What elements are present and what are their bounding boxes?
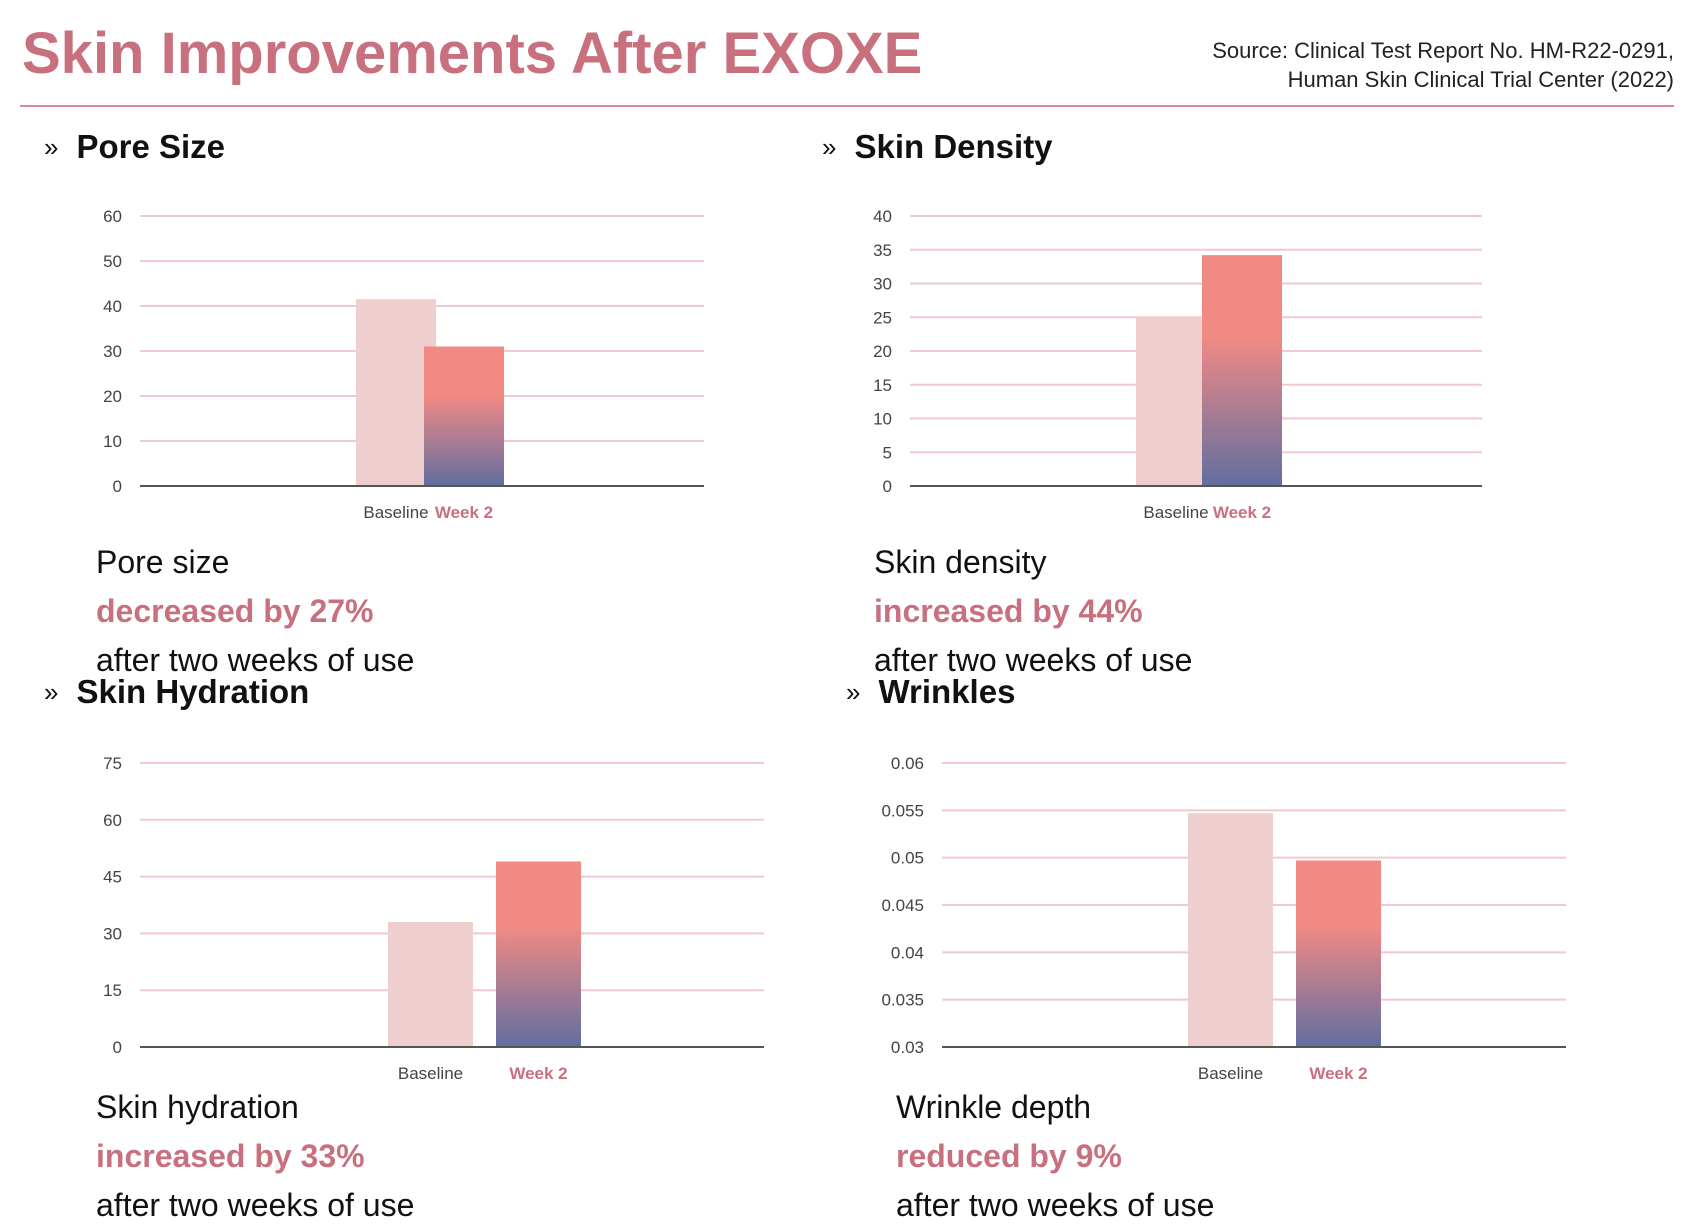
bar-week-2 bbox=[1296, 860, 1381, 1047]
x-category-label: Week 2 bbox=[435, 503, 493, 522]
caption-prefix: Skin density bbox=[874, 544, 1047, 580]
panel-caption: Wrinkle depth reduced by 9% after two we… bbox=[896, 1083, 1214, 1230]
source-citation: Source: Clinical Test Report No. HM-R22-… bbox=[974, 36, 1674, 94]
y-tick-label: 10 bbox=[103, 432, 122, 451]
panel-skin-density: » Skin Density 0 5 10 15 20 25 30 35 40 Baseline We… bbox=[822, 128, 1622, 678]
bar-week-2 bbox=[496, 861, 581, 1047]
caption-prefix: Skin hydration bbox=[96, 1089, 299, 1125]
panel-caption: Skin density increased by 44% after two … bbox=[874, 538, 1192, 685]
y-tick-label: 40 bbox=[873, 207, 892, 226]
caption-line-2: after two weeks of use bbox=[874, 642, 1193, 678]
y-tick-label: 5 bbox=[883, 443, 892, 462]
panel-heading-text: Pore Size bbox=[76, 128, 226, 165]
caption-highlight: reduced by 9% bbox=[896, 1138, 1122, 1174]
panel-caption: Skin hydration increased by 33% after tw… bbox=[96, 1083, 414, 1230]
caption-line-2: after two weeks of use bbox=[896, 1187, 1215, 1223]
panel-heading-text: Wrinkles bbox=[878, 673, 1016, 710]
y-tick-label: 30 bbox=[103, 924, 122, 943]
y-tick-label: 10 bbox=[873, 410, 892, 429]
y-tick-label: 45 bbox=[103, 868, 122, 887]
y-tick-label: 0.045 bbox=[881, 896, 924, 915]
y-tick-label: 0.035 bbox=[881, 991, 924, 1010]
y-tick-label: 75 bbox=[103, 754, 122, 773]
y-tick-label: 40 bbox=[103, 297, 122, 316]
y-tick-label: 60 bbox=[103, 811, 122, 830]
source-line-1: Source: Clinical Test Report No. HM-R22-… bbox=[1212, 38, 1674, 63]
y-tick-label: 0.055 bbox=[881, 801, 924, 820]
chart-svg: 0 15 30 45 60 75 Baseline Week 2 bbox=[103, 754, 764, 1083]
chart-skin-hydration: 0 15 30 45 60 75 Baseline Week 2 bbox=[103, 754, 784, 1083]
heading-marker-icon: » bbox=[822, 132, 837, 162]
x-category-label: Week 2 bbox=[509, 1064, 567, 1083]
y-tick-label: 30 bbox=[873, 275, 892, 294]
y-tick-label: 50 bbox=[103, 252, 122, 271]
caption-prefix: Pore size bbox=[96, 544, 230, 580]
heading-marker-icon: » bbox=[846, 677, 861, 707]
y-tick-label: 20 bbox=[873, 342, 892, 361]
panel-heading: » Wrinkles bbox=[846, 673, 1015, 711]
caption-line-1: Wrinkle depth reduced by 9% bbox=[896, 1083, 1214, 1181]
y-tick-label: 0.04 bbox=[891, 943, 924, 962]
y-tick-label: 0 bbox=[113, 477, 122, 496]
x-category-label: Baseline bbox=[363, 503, 428, 522]
bar-week-2 bbox=[424, 346, 504, 486]
x-category-label: Baseline bbox=[398, 1064, 463, 1083]
x-category-label: Baseline bbox=[1143, 503, 1208, 522]
chart-svg: 0 10 20 30 40 50 60 Baseline Week 2 bbox=[103, 207, 704, 522]
caption-line-1: Pore size decreased by 27% bbox=[96, 538, 414, 636]
chart-svg: 0.03 0.035 0.04 0.045 0.05 0.055 0.06 Baseline W… bbox=[881, 754, 1566, 1083]
page-title: Skin Improvements After EXOXE bbox=[22, 21, 923, 86]
panel-heading-text: Skin Hydration bbox=[76, 673, 310, 710]
panel-heading: » Pore Size bbox=[44, 128, 225, 166]
bar-week-2 bbox=[1202, 255, 1282, 486]
panel-heading: » Skin Density bbox=[822, 128, 1053, 166]
y-tick-label: 30 bbox=[103, 342, 122, 361]
x-category-label: Week 2 bbox=[1213, 503, 1271, 522]
y-tick-label: 15 bbox=[873, 376, 892, 395]
chart-svg: 0 5 10 15 20 25 30 35 40 Baseline Week 2 bbox=[873, 207, 1482, 522]
panel-pore-size: » Pore Size 0 10 20 30 40 50 60 Baseline Week 2 P… bbox=[44, 128, 844, 678]
y-tick-label: 25 bbox=[873, 308, 892, 327]
bar-baseline bbox=[1188, 813, 1273, 1047]
chart-skin-density: 0 5 10 15 20 25 30 35 40 Baseline Week 2 bbox=[873, 207, 1502, 522]
x-category-label: Week 2 bbox=[1309, 1064, 1367, 1083]
y-tick-label: 0.05 bbox=[891, 849, 924, 868]
y-tick-label: 0 bbox=[113, 1038, 122, 1057]
panel-caption: Pore size decreased by 27% after two wee… bbox=[96, 538, 414, 685]
caption-prefix: Wrinkle depth bbox=[896, 1089, 1092, 1125]
x-category-label: Baseline bbox=[1198, 1064, 1263, 1083]
panel-heading-text: Skin Density bbox=[854, 128, 1053, 165]
caption-line-1: Skin density increased by 44% bbox=[874, 538, 1192, 636]
caption-highlight: decreased by 27% bbox=[96, 593, 374, 629]
panel-wrinkles: » Wrinkles 0.03 0.035 0.04 0.045 0.05 0.055 0.0… bbox=[846, 673, 1646, 1223]
y-tick-label: 0.06 bbox=[891, 754, 924, 773]
source-line-2: Human Skin Clinical Trial Center (2022) bbox=[1287, 67, 1674, 92]
caption-highlight: increased by 33% bbox=[96, 1138, 365, 1174]
y-tick-label: 15 bbox=[103, 981, 122, 1000]
y-tick-label: 0.03 bbox=[891, 1038, 924, 1057]
panel-heading: » Skin Hydration bbox=[44, 673, 309, 711]
heading-marker-icon: » bbox=[44, 677, 59, 707]
y-tick-label: 0 bbox=[883, 477, 892, 496]
y-tick-label: 20 bbox=[103, 387, 122, 406]
chart-pore-size: 0 10 20 30 40 50 60 Baseline Week 2 bbox=[103, 207, 724, 522]
y-tick-label: 60 bbox=[103, 207, 122, 226]
y-tick-label: 35 bbox=[873, 241, 892, 260]
caption-line-1: Skin hydration increased by 33% bbox=[96, 1083, 414, 1181]
chart-wrinkles: 0.03 0.035 0.04 0.045 0.05 0.055 0.06 Baseline W… bbox=[846, 754, 1586, 1083]
title-divider bbox=[20, 105, 1674, 107]
caption-highlight: increased by 44% bbox=[874, 593, 1143, 629]
panel-skin-hydration: » Skin Hydration 0 15 30 45 60 75 Baseline Week … bbox=[44, 673, 844, 1223]
bar-baseline bbox=[388, 922, 473, 1047]
bar-baseline bbox=[356, 299, 436, 486]
caption-line-2: after two weeks of use bbox=[96, 642, 415, 678]
caption-line-2: after two weeks of use bbox=[96, 1187, 415, 1223]
heading-marker-icon: » bbox=[44, 132, 59, 162]
